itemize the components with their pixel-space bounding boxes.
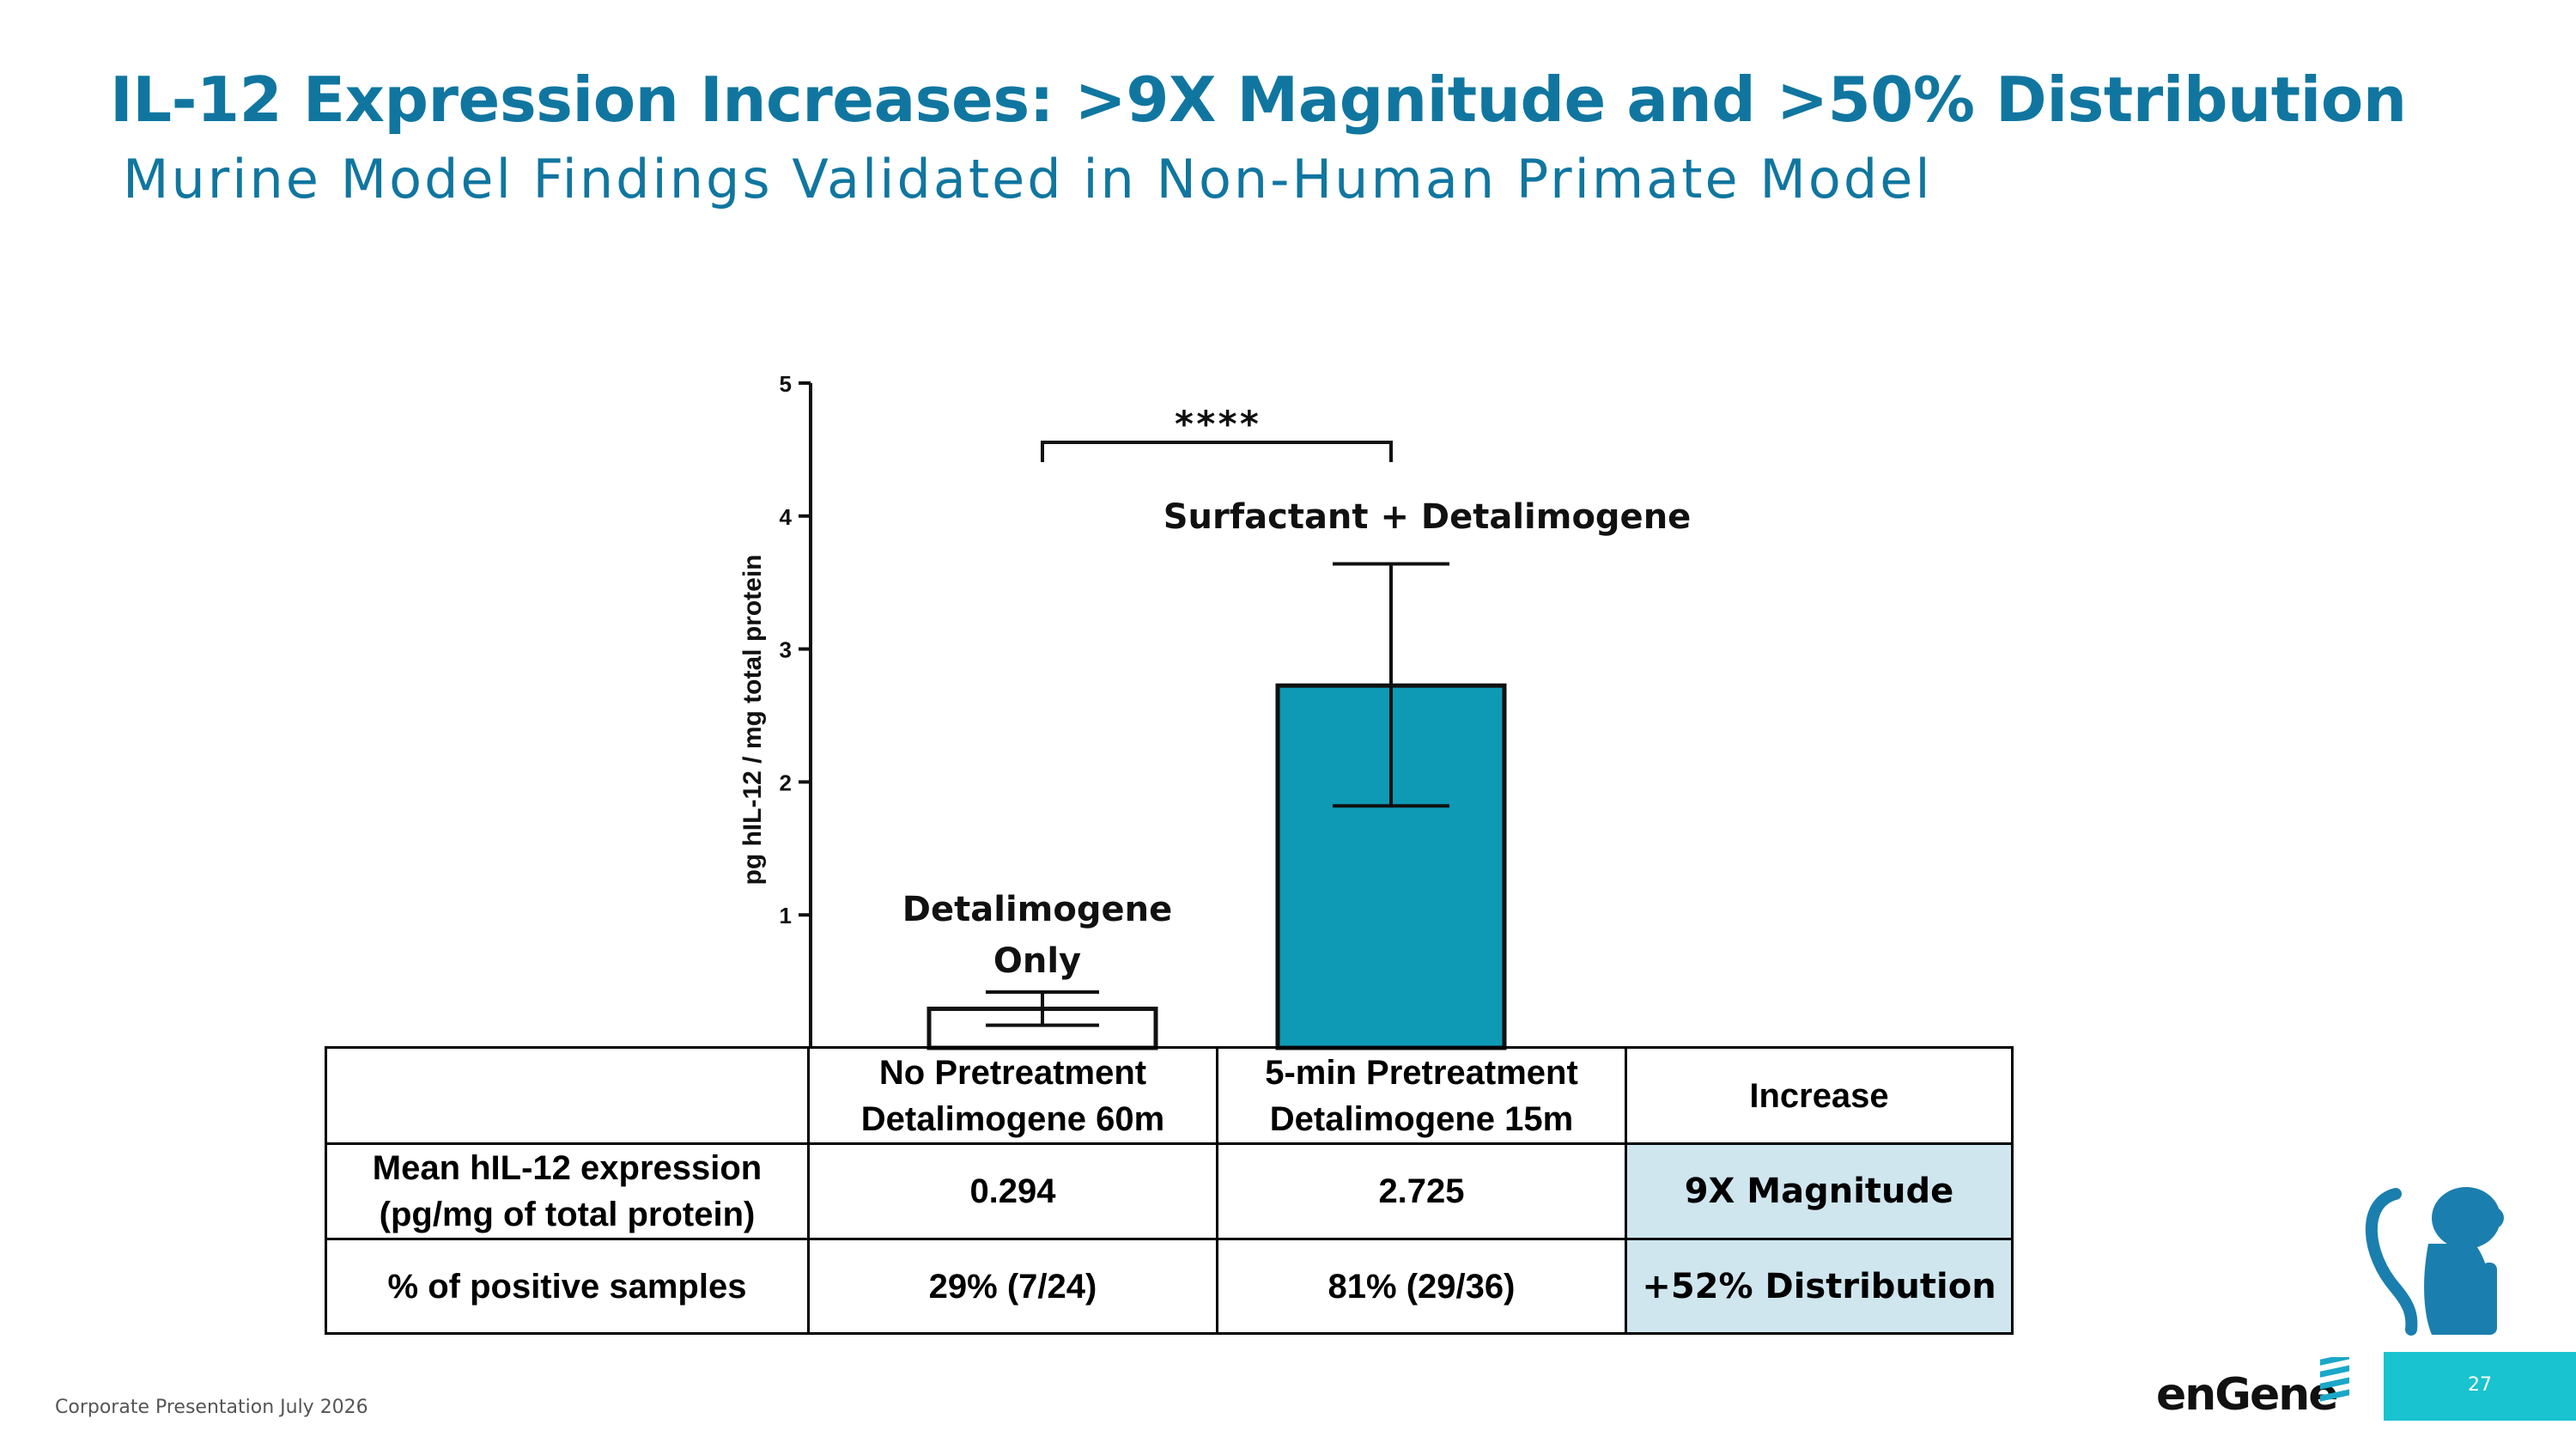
- y-tick-label: 1: [780, 903, 792, 928]
- company-logo: enGene: [2156, 1369, 2339, 1421]
- bar-label-1-line1: Detalimogene: [902, 890, 1172, 929]
- table-cell-highlight: 9X Magnitude: [1625, 1142, 2014, 1240]
- results-table: No Pretreatment Detalimogene 60m 5-min P…: [325, 1046, 2014, 1335]
- significance-bracket: [1041, 441, 1393, 462]
- table-row: Mean hIL-12 expression (pg/mg of total p…: [325, 1142, 2014, 1240]
- table-cell: % of positive samples: [325, 1238, 810, 1335]
- page-number-box: 27: [2384, 1352, 2576, 1421]
- y-tick-label: 2: [780, 770, 792, 795]
- slide-subtitle: Murine Model Findings Validated in Non-H…: [123, 148, 1933, 210]
- table-header-cell: No Pretreatment Detalimogene 60m: [807, 1046, 1218, 1145]
- logo-stripes-icon: [2320, 1357, 2349, 1402]
- table-header-cell: [325, 1046, 810, 1145]
- bar-label-1-line2: Only: [993, 941, 1081, 981]
- table-cell: 29% (7/24): [807, 1238, 1218, 1335]
- table-header-row: No Pretreatment Detalimogene 60m 5-min P…: [325, 1046, 2014, 1145]
- table-header-cell: Increase: [1625, 1046, 2014, 1145]
- y-tick-label: 3: [780, 637, 792, 663]
- slide-title: IL-12 Expression Increases: >9X Magnitud…: [110, 64, 2407, 136]
- table-cell-highlight: +52% Distribution: [1625, 1238, 2014, 1335]
- table-cell: 2.725: [1216, 1142, 1627, 1240]
- footer-text: Corporate Presentation July 2026: [55, 1397, 368, 1418]
- page-number: 27: [2468, 1374, 2492, 1396]
- error-bar-2: [1333, 562, 1449, 808]
- table-row: % of positive samples 29% (7/24) 81% (29…: [325, 1238, 2014, 1335]
- bar-label-2: Surfactant + Detalimogene: [1163, 497, 1692, 537]
- y-tick-label: 4: [780, 504, 793, 530]
- table-cell: 0.294: [807, 1142, 1218, 1240]
- y-axis-label: pg hIL-12 / mg total protein: [738, 555, 767, 886]
- table-header-cell: 5-min Pretreatment Detalimogene 15m: [1216, 1046, 1627, 1145]
- y-tick-label: 5: [780, 371, 792, 397]
- error-bar-1: [986, 989, 1099, 1027]
- monkey-icon: [2365, 1187, 2504, 1336]
- table-cell: 81% (29/36): [1216, 1238, 1627, 1335]
- significance-marker: ****: [1173, 403, 1260, 445]
- table-cell: Mean hIL-12 expression (pg/mg of total p…: [325, 1142, 810, 1240]
